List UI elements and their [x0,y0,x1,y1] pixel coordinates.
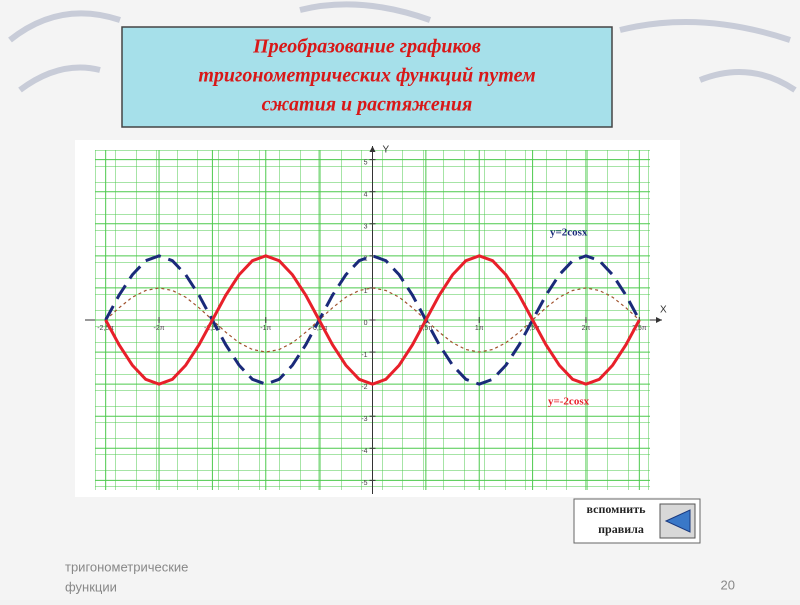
x-tick-label: 0,5π [419,325,434,332]
series-line [104,254,641,386]
page-number: 20 [721,577,735,592]
series-line [104,254,641,386]
title: тригонометрических функций путем [198,65,536,87]
series-label: y=-2cosx [548,396,590,408]
button-label[interactable]: правила [598,522,644,536]
y-tick-label: 1 [364,288,368,295]
title-box [121,26,613,128]
footer: функции [65,579,117,594]
y-tick-label: -2 [361,384,367,391]
x-tick-label: 2π [582,325,591,332]
x-tick-label: 2,5π [632,325,647,332]
x-tick-label: -0,5π [311,325,328,332]
series-line [105,287,640,353]
decoration [8,1,797,93]
x-axis-label: X [660,305,667,316]
y-tick-label: -1 [361,352,367,359]
x-tick-label: -2π [154,325,165,332]
x-tick-label: -1π [260,325,271,332]
y-tick-label: 3 [364,224,368,231]
back-icon[interactable] [664,509,691,533]
y-tick-label: 4 [364,192,368,199]
y-tick-label: -4 [361,448,367,455]
y-tick-label: -3 [361,416,367,423]
button-label[interactable]: вспомнить [587,502,647,516]
y-tick-label: 0 [364,320,368,327]
footer: тригонометрические [65,559,188,574]
x-tick-label: -1,5π [204,325,221,332]
title: сжатия и растяжения [262,94,473,116]
y-arrow [369,146,376,152]
title: Преобразование графиков [252,36,481,58]
y-tick-label: -5 [361,480,367,487]
y-axis-label: Y [383,145,390,156]
x-tick-label: 1π [475,325,484,332]
series-label: y=2cosx [550,227,588,239]
x-tick-label: -2,5π [97,325,114,332]
x-arrow [656,317,662,323]
x-tick-label: 1,5π [525,325,540,332]
y-tick-label: 5 [364,159,368,166]
